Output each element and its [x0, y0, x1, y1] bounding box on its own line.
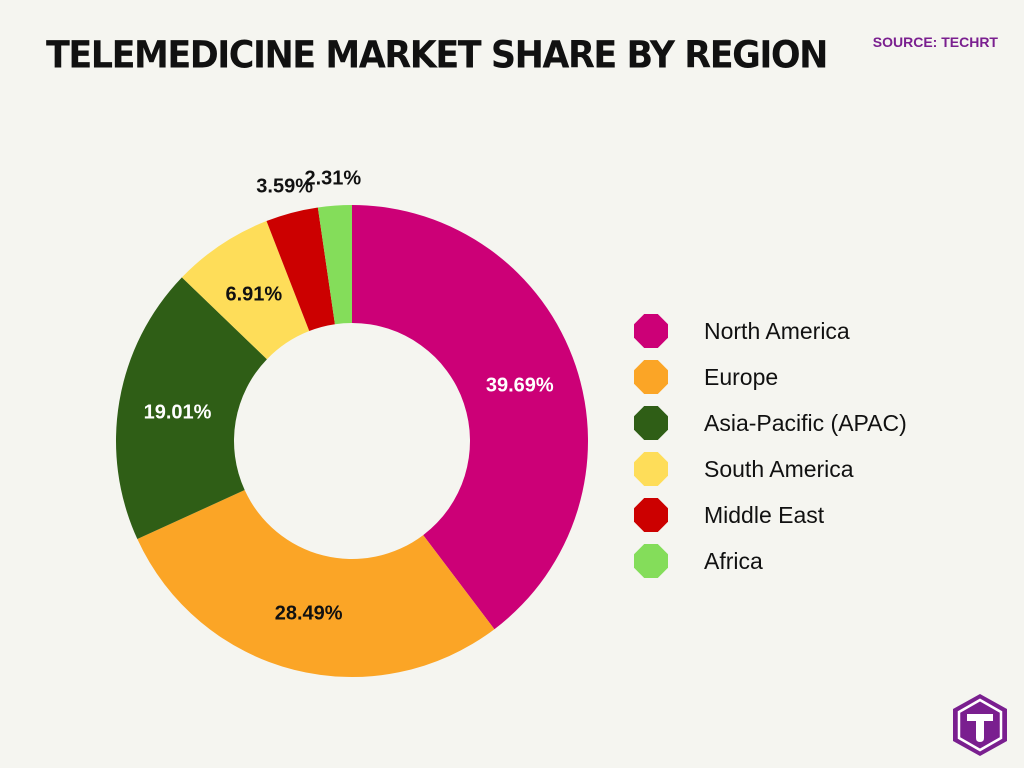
legend-item: Middle East	[634, 492, 907, 538]
legend-label: Asia-Pacific (APAC)	[704, 409, 907, 436]
slice-middle-east	[266, 207, 335, 332]
legend-item: Africa	[634, 538, 907, 584]
legend-item: South America	[634, 446, 907, 492]
data-label: 3.59%	[256, 176, 313, 198]
slice-south-america	[181, 221, 310, 360]
legend-label: South America	[704, 455, 854, 482]
legend-swatch	[634, 360, 668, 394]
donut-slices	[116, 205, 588, 677]
techrt-logo-icon	[953, 694, 1007, 756]
data-label: 19.01%	[144, 401, 212, 423]
data-label: 39.69%	[486, 375, 554, 397]
legend-item: Europe	[634, 354, 907, 400]
legend-swatch	[634, 544, 668, 578]
slice-africa	[317, 205, 352, 325]
legend-item: Asia-Pacific (APAC)	[634, 400, 907, 446]
chart-legend: North America Europe Asia-Pacific (APAC) So…	[634, 308, 907, 584]
legend-swatch	[634, 498, 668, 532]
source-label: SOURCE: TECHRT	[872, 34, 998, 50]
data-label: 2.31%	[304, 168, 361, 190]
data-label: 6.91%	[225, 284, 282, 306]
legend-swatch	[634, 406, 668, 440]
donut-labels: 39.69% 28.49% 19.01% 6.91% 3.59%2.31%	[144, 168, 554, 625]
slice-asia-pacific-apac	[116, 277, 267, 540]
slice-europe	[137, 490, 495, 677]
data-label: 28.49%	[275, 603, 343, 625]
legend-swatch	[634, 452, 668, 486]
legend-label: Africa	[704, 547, 763, 574]
legend-label: Middle East	[704, 501, 825, 528]
legend-label: North America	[704, 317, 850, 344]
legend-item: North America	[634, 308, 907, 354]
chart-title: TELEMEDICINE MARKET SHARE BY REGION	[46, 34, 828, 78]
legend-label: Europe	[704, 363, 779, 390]
legend-swatch	[634, 314, 668, 348]
slice-north-america	[352, 205, 588, 630]
